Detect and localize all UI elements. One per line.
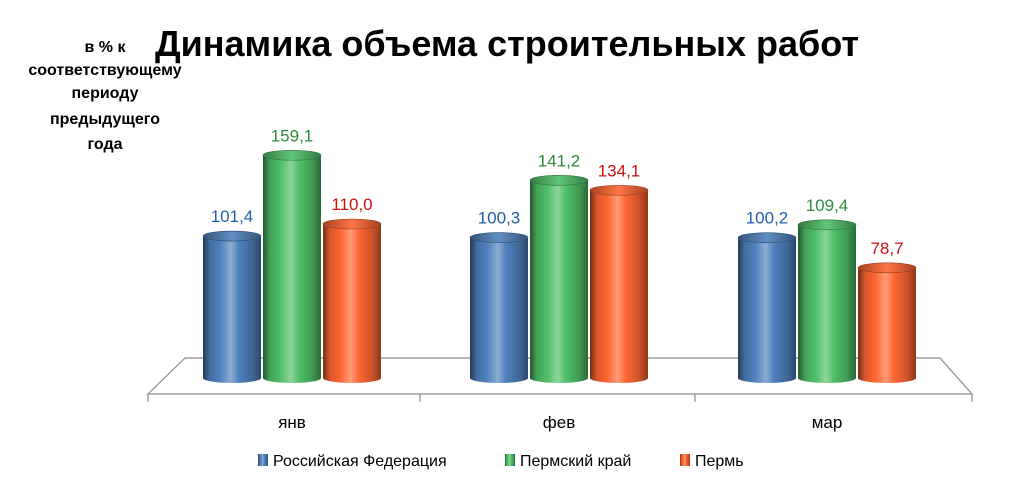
data-label: 78,7	[870, 239, 903, 258]
legend-swatch	[258, 454, 268, 466]
ylabel-line: предыдущего	[50, 111, 160, 128]
legend-label: Российская Федерация	[273, 453, 447, 470]
x-tick-label: мар	[812, 413, 843, 432]
ylabel-line: соответствующему	[28, 62, 181, 79]
bar: 100,2	[737, 209, 797, 383]
data-label: 100,2	[746, 209, 789, 228]
bar-top	[322, 218, 382, 230]
x-tick-label: фев	[543, 413, 575, 432]
bar: 134,1	[589, 161, 649, 383]
x-axis-ticks: янв фев мар	[278, 413, 842, 432]
bar: 101,4	[202, 207, 262, 383]
bar-body	[738, 237, 796, 383]
bar-top	[857, 262, 917, 274]
bar-top	[262, 149, 322, 161]
legend-item: Пермский край	[505, 453, 631, 470]
bar-top	[469, 232, 529, 243]
data-label: 109,4	[806, 196, 849, 215]
bar-body	[530, 180, 588, 383]
bar-top	[529, 175, 589, 186]
ylabel-line: года	[87, 136, 122, 153]
bar-body	[858, 267, 916, 383]
data-label: 110,0	[331, 195, 372, 214]
y-axis-label: в % к соответствующему периоду предыдуще…	[28, 39, 181, 153]
bar-top	[589, 184, 649, 196]
bar-body	[323, 224, 381, 383]
legend-swatch	[680, 454, 690, 466]
bar-body	[203, 236, 261, 383]
bars: 101,4 159,1 110,0 100,3 141,2 134,1 100,2 109,4…	[202, 126, 917, 383]
data-label: 101,4	[211, 207, 254, 226]
legend-swatch	[505, 454, 515, 466]
bar: 78,7	[857, 239, 917, 383]
ylabel-line: в % к	[85, 39, 127, 56]
bar-body	[263, 155, 321, 383]
data-label: 141,2	[538, 151, 581, 170]
ylabel-line: периоду	[72, 85, 139, 102]
legend-label: Пермь	[695, 453, 744, 470]
bar: 100,3	[469, 209, 529, 383]
bar-top	[737, 232, 797, 244]
bar-top	[797, 219, 857, 231]
data-label: 100,3	[478, 209, 521, 228]
bar-body	[590, 190, 648, 383]
bar-top	[202, 230, 262, 242]
bar-body	[470, 237, 528, 383]
legend-item: Российская Федерация	[258, 453, 447, 470]
chart-title: Динамика объема строительных работ	[155, 23, 859, 64]
legend-label: Пермский край	[520, 453, 631, 470]
x-tick-label: янв	[278, 413, 306, 432]
bar: 109,4	[797, 196, 857, 383]
bar: 159,1	[262, 126, 322, 383]
data-label: 159,1	[271, 126, 314, 145]
data-label: 134,1	[598, 161, 641, 180]
bar: 141,2	[529, 151, 589, 383]
bar-body	[798, 224, 856, 383]
bar: 110,0	[322, 195, 382, 383]
legend: Российская Федерация Пермский край Пермь	[258, 453, 744, 470]
legend-item: Пермь	[680, 453, 744, 470]
